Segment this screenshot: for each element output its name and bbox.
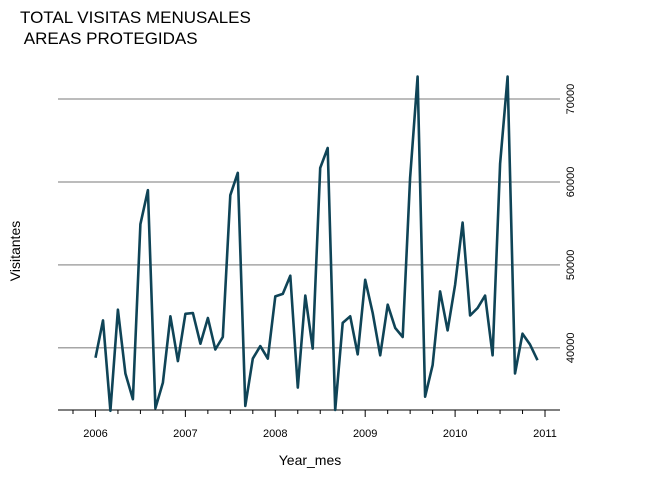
x-axis: 2006 2007 2008 2009 2010 2011 — [58, 409, 560, 440]
y-tick-label: 50000 — [565, 250, 577, 281]
x-tick-label: 2008 — [263, 428, 287, 440]
x-tick-label: 2006 — [83, 428, 107, 440]
x-tick-label: 2010 — [443, 428, 467, 440]
x-tick-label: 2011 — [533, 428, 557, 440]
chart-title-line-2: AREAS PROTEGIDAS — [20, 29, 198, 48]
y-axis: 40000 50000 60000 70000 — [565, 84, 577, 363]
chart-title-line-1: TOTAL VISITAS MENUSALES — [20, 8, 251, 27]
x-tick-label: 2007 — [173, 428, 197, 440]
x-axis-title: Year_mes — [279, 452, 342, 468]
y-axis-title: Visitantes — [7, 221, 23, 281]
series-line-0 — [94, 75, 539, 413]
x-tick-label: 2009 — [353, 428, 377, 440]
y-tick-label: 40000 — [565, 333, 577, 364]
series-line-group — [94, 75, 539, 413]
y-tick-label: 70000 — [565, 84, 577, 115]
gridlines — [58, 98, 560, 349]
chart-title: TOTAL VISITAS MENUSALES AREAS PROTEGIDAS — [20, 8, 251, 48]
y-tick-label: 60000 — [565, 167, 577, 198]
